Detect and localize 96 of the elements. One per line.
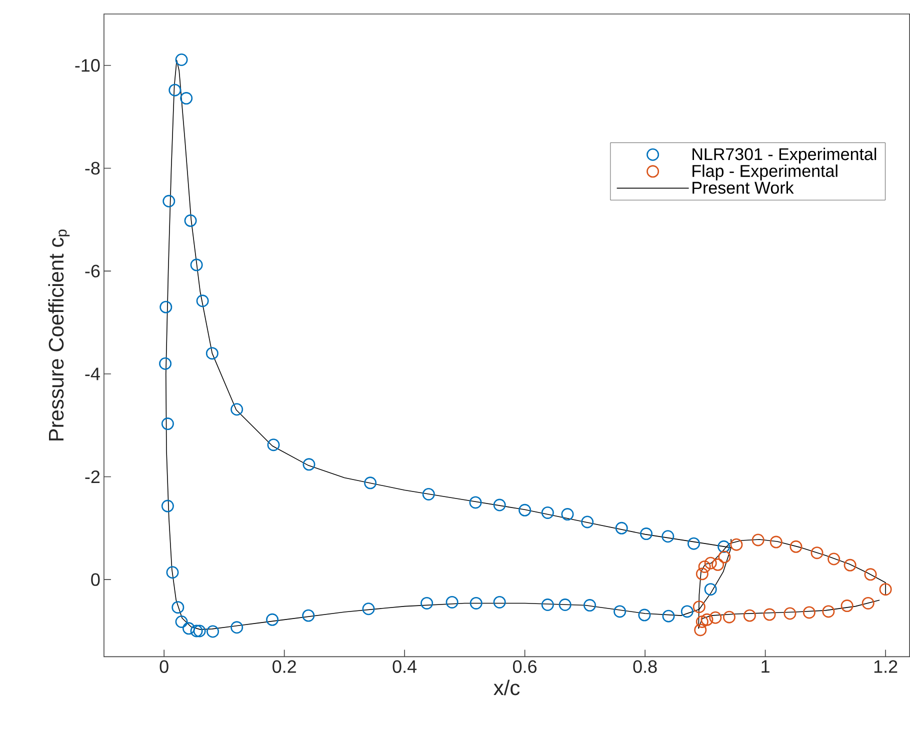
point [790,540,802,554]
point [161,500,174,512]
point [420,597,434,610]
y-tick-label: -6 [85,264,100,278]
point [752,534,764,546]
point [709,612,722,624]
legend-label: NLR7301 - Experimental [692,148,876,164]
point [446,596,458,609]
point [763,608,776,621]
point [844,559,856,572]
point [162,195,176,208]
point [718,540,730,554]
point [267,438,280,452]
point [822,605,835,618]
point [828,552,840,566]
legend-label: Present Work [692,181,794,194]
point [864,568,877,581]
x-tick-label: 0.8 [633,660,657,674]
y-tick-label: 0 [91,573,100,586]
point [581,516,594,528]
point [190,258,203,272]
point [879,583,892,596]
point [230,621,244,634]
point [558,598,572,612]
point [743,609,756,622]
point [168,84,182,96]
point [206,347,218,360]
point [662,610,675,622]
point [614,605,626,618]
point [364,476,377,490]
point [784,607,796,620]
y-axis-title: Pressure Coefficient c$_{p}$ [48,230,70,441]
y-tick-label: -8 [85,162,100,175]
point [230,403,244,416]
point [712,558,724,572]
x-tick-label: 0 [160,660,168,674]
point [193,624,206,638]
point [718,550,731,564]
point [704,557,717,570]
point [584,599,596,612]
point [206,625,220,638]
point [180,92,193,105]
point [561,508,574,521]
y-tick-label: -4 [85,368,100,380]
point [692,600,706,614]
point [840,600,854,612]
point [469,496,482,509]
point [615,522,628,535]
point [266,614,279,626]
point [493,596,506,609]
point [172,601,184,614]
point [730,538,743,552]
x-tick-label: 1.2 [874,660,898,673]
point [662,530,674,543]
y-tick-label: -2 [85,470,100,484]
point [166,566,179,579]
point [161,418,174,430]
point [770,536,782,548]
point [694,624,707,636]
point [184,214,197,228]
x-tick-label: 0.2 [272,660,296,674]
x-tick-label: 0.6 [513,660,537,674]
point [175,54,188,66]
point [196,294,209,308]
point [698,560,711,574]
point [493,498,506,512]
point [302,609,315,622]
point [704,583,717,596]
point [640,528,653,540]
point [696,568,708,580]
point [700,614,714,626]
point [518,504,532,517]
point [688,538,700,550]
point [160,300,172,314]
y-tick-label: -10 [75,59,100,72]
point [302,458,316,471]
point [862,597,874,610]
point [802,606,816,619]
point [159,358,172,370]
point [810,546,824,560]
point [175,616,188,628]
point [190,624,203,638]
point [638,608,651,622]
legend-label: Flap - Experimental [692,164,838,181]
point [541,506,554,520]
x-axis-title: x/c [494,680,520,696]
point [722,611,736,624]
x-tick-label: 0.4 [392,660,417,674]
point [422,488,435,501]
point [680,605,694,618]
point [541,598,554,612]
point [696,616,708,628]
point [362,602,375,616]
point [182,622,195,635]
x-tick-label: 1 [762,660,770,673]
point [470,597,482,610]
